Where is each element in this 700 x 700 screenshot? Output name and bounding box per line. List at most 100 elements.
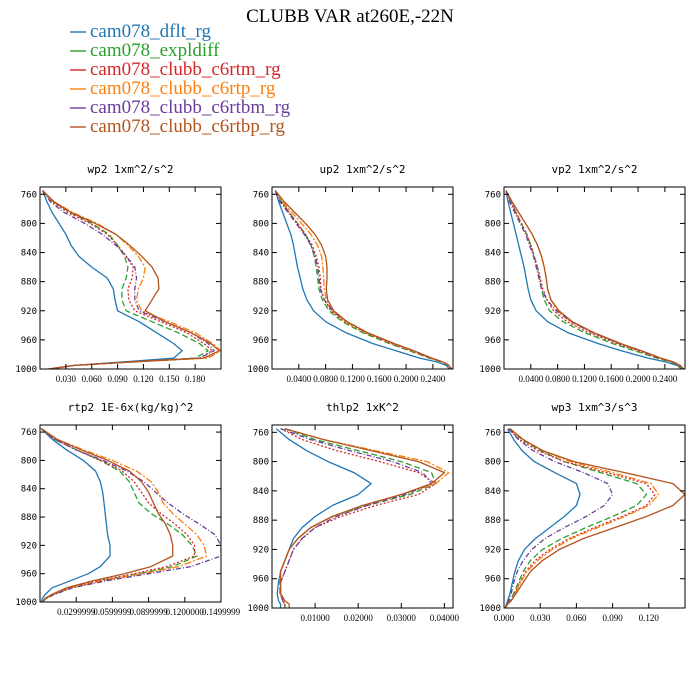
ytick-label: 800 [21,219,37,229]
series-line [279,428,437,608]
panel-title: rtp2 1E-6x(kg/kg)^2 [68,401,194,414]
panel: wp3 1xm^3/s^3 760 800 840 880 920 960 10000.000… [479,401,686,623]
legend-entry: cam078_clubb_c6rtbm_rg [70,97,291,118]
ytick-label: 760 [253,428,269,438]
xtick-label: 0.02000 [344,613,374,623]
ytick-label: 960 [21,336,37,346]
panel: thlp2 1xK^2 760 800 840 880 920 960 1000 0.01000… [247,401,459,623]
xtick-label: 0.090 [602,613,623,623]
series-line [279,428,446,608]
series-line [42,190,215,369]
xtick-label: 0.1200 [340,374,365,384]
legend: cam078_dflt_rgcam078_expldiffcam078_club… [70,21,291,137]
series-line [279,428,433,608]
panel-title: wp3 1xm^3/s^3 [551,401,637,414]
panels: wp2 1xm^2/s^2 760 800 840 880 920 960 1000 0.030… [15,163,686,623]
xtick-label: 0.1600 [599,374,624,384]
series-line [274,190,453,369]
panel: rtp2 1E-6x(kg/kg)^2 760 800 840 880 920 960 100… [15,401,240,617]
plot-frame [503,424,686,609]
panel-title: up2 1xm^2/s^2 [319,163,405,176]
series-line [505,190,684,369]
ytick-label: 920 [485,307,501,317]
xtick-label: 0.060 [566,613,587,623]
panel-title: vp2 1xm^2/s^2 [551,163,637,176]
xtick-label: 0.0299999 [57,607,96,617]
series-line [275,428,372,608]
series-line [504,428,648,608]
ytick-label: 840 [485,487,501,497]
series-line [274,190,453,369]
ytick-label: 880 [485,278,501,288]
ytick-label: 1000 [15,365,37,375]
panel-title: wp2 1xm^2/s^2 [87,163,173,176]
series-line [274,190,453,369]
series-line [505,190,684,369]
ytick-label: 760 [485,428,501,438]
series-line [40,427,198,602]
series-line [40,428,111,602]
ytick-label: 800 [485,458,501,468]
series-line [41,190,183,369]
ytick-label: 760 [253,190,269,200]
ytick-label: 920 [21,541,37,551]
plot-frame [39,186,222,370]
ytick-label: 760 [21,190,37,200]
ytick-label: 840 [485,249,501,259]
xtick-label: 0.1499999 [202,607,241,617]
ytick-label: 960 [21,570,37,580]
xtick-label: 0.1600 [367,374,392,384]
xtick-label: 0.03000 [387,613,417,623]
ytick-label: 880 [253,278,269,288]
panel-title: thlp2 1xK^2 [326,401,399,414]
ytick-label: 880 [21,513,37,523]
series-line [279,428,450,608]
ytick-label: 840 [253,249,269,259]
xtick-label: 0.0400 [518,374,543,384]
xtick-label: 0.1200 [572,374,597,384]
series-line [274,190,453,369]
series-line [42,190,221,369]
series-line [504,428,685,608]
series-line [40,427,196,602]
ytick-label: 840 [21,485,37,495]
xtick-label: 0.150 [159,374,180,384]
ytick-label: 960 [253,575,269,585]
ytick-label: 800 [21,456,37,466]
xtick-label: 0.120 [133,374,154,384]
xtick-label: 0.1200000 [166,607,205,617]
panel: wp2 1xm^2/s^2 760 800 840 880 920 960 1000 0.030… [15,163,222,384]
xtick-label: 0.0899999 [129,607,168,617]
series-line [279,428,437,608]
legend-entry: cam078_dflt_rg [70,21,212,42]
series-line [504,428,656,608]
ytick-label: 960 [485,575,501,585]
legend-label: cam078_clubb_c6rtbm_rg [90,97,291,118]
legend-label: cam078_clubb_c6rtm_rg [90,59,281,80]
series-line [42,190,214,369]
ytick-label: 880 [21,278,37,288]
figure-title: CLUBB VAR at260E,-22N [246,6,454,27]
xtick-label: 0.120 [639,613,660,623]
series-line [504,428,581,608]
plot-frame [39,424,222,603]
ytick-label: 1000 [479,365,501,375]
legend-label: cam078_clubb_c6rtbp_rg [90,116,285,137]
ytick-label: 800 [253,458,269,468]
series-line [40,427,208,602]
xtick-label: 0.090 [107,374,128,384]
legend-entry: cam078_clubb_c6rtbp_rg [70,116,285,137]
ytick-label: 1000 [479,604,501,614]
ytick-label: 920 [253,545,269,555]
legend-entry: cam078_clubb_c6rtm_rg [70,59,281,80]
series-line [40,427,174,602]
ytick-label: 920 [485,545,501,555]
series-line [504,428,660,608]
xtick-label: 0.030 [530,613,551,623]
legend-label: cam078_dflt_rg [90,21,212,42]
plot-frame [271,186,454,370]
xtick-label: 0.030 [56,374,77,384]
xtick-label: 0.2400 [421,374,446,384]
series-line [504,428,614,608]
